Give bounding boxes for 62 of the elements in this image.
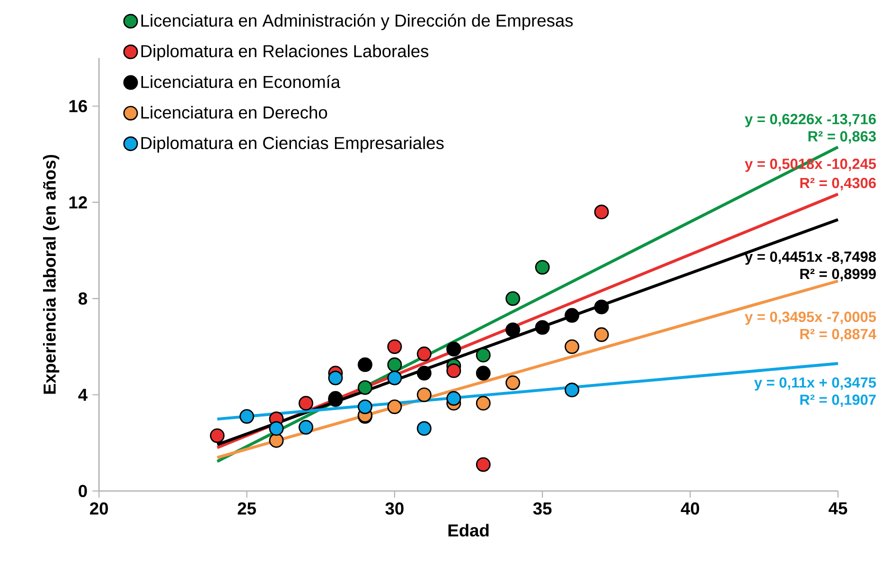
- annotation: y = 0,11x + 0,3475: [754, 377, 876, 391]
- point: [328, 370, 343, 386]
- point: [387, 399, 402, 414]
- point: [387, 339, 402, 354]
- point: [298, 420, 314, 435]
- annotation: R² = 0,863: [808, 131, 876, 144]
- y-tick-label: 0: [78, 484, 87, 498]
- point: [535, 320, 550, 335]
- point: [506, 375, 520, 390]
- point: [239, 409, 254, 424]
- point: [446, 391, 462, 406]
- point: [476, 348, 491, 362]
- x-tick-label: 20: [90, 502, 108, 515]
- annotation: y = 0,3495x -7,0005: [744, 312, 876, 325]
- point: [358, 380, 372, 395]
- x-tick-label: 45: [828, 502, 848, 514]
- point: [594, 327, 609, 342]
- annotation: R² = 0,1907: [800, 394, 876, 408]
- x-tick-label: 35: [533, 502, 552, 515]
- legend-label: Diplomatura en Ciencias Empresariales: [141, 136, 444, 153]
- y-axis-title: Experiencia laboral (en años): [43, 154, 60, 394]
- point: [298, 396, 314, 411]
- point: [387, 357, 402, 372]
- annotation: R² = 0,8874: [800, 328, 876, 342]
- point: [269, 433, 284, 448]
- point: [535, 260, 550, 275]
- point: [416, 387, 432, 402]
- point: [564, 339, 580, 354]
- y-tick-label: 4: [78, 388, 88, 401]
- point: [476, 366, 491, 380]
- x-tick-label: 40: [680, 502, 700, 515]
- legend-label: Licenciatura en Derecho: [141, 106, 328, 119]
- annotation: R² = 0,8999: [800, 268, 876, 282]
- point: [594, 300, 609, 314]
- point: [416, 366, 432, 380]
- annotation: y = 0,4451x -8,7498: [744, 252, 876, 265]
- point: [358, 357, 372, 372]
- legend-label: Licenciatura en Administración y Dirección de Empresas: [141, 14, 573, 30]
- legend-label: Diplomatura en Relaciones Laborales: [141, 44, 428, 61]
- point: [476, 396, 491, 411]
- point: [564, 308, 580, 323]
- point: [446, 363, 462, 378]
- x-axis-title: Edad: [448, 524, 489, 537]
- x-tick-label: 25: [238, 502, 256, 515]
- point: [358, 399, 372, 414]
- point: [506, 322, 520, 338]
- legend-label: Licenciatura en Economía: [141, 75, 340, 88]
- point: [387, 370, 402, 386]
- point: [416, 346, 432, 362]
- y-tick-label: 16: [69, 100, 87, 112]
- point: [564, 382, 580, 398]
- point: [506, 291, 520, 306]
- point: [269, 421, 284, 436]
- annotation: R² = 0,4306: [800, 178, 876, 190]
- y-tick-label: 8: [78, 292, 88, 305]
- point: [416, 421, 432, 436]
- y-tick-label: 12: [69, 196, 87, 208]
- point: [476, 457, 491, 472]
- point: [210, 428, 225, 444]
- x-tick-label: 30: [385, 502, 404, 515]
- point: [594, 204, 609, 220]
- annotation: y = 0,6226x -13,716: [744, 114, 876, 128]
